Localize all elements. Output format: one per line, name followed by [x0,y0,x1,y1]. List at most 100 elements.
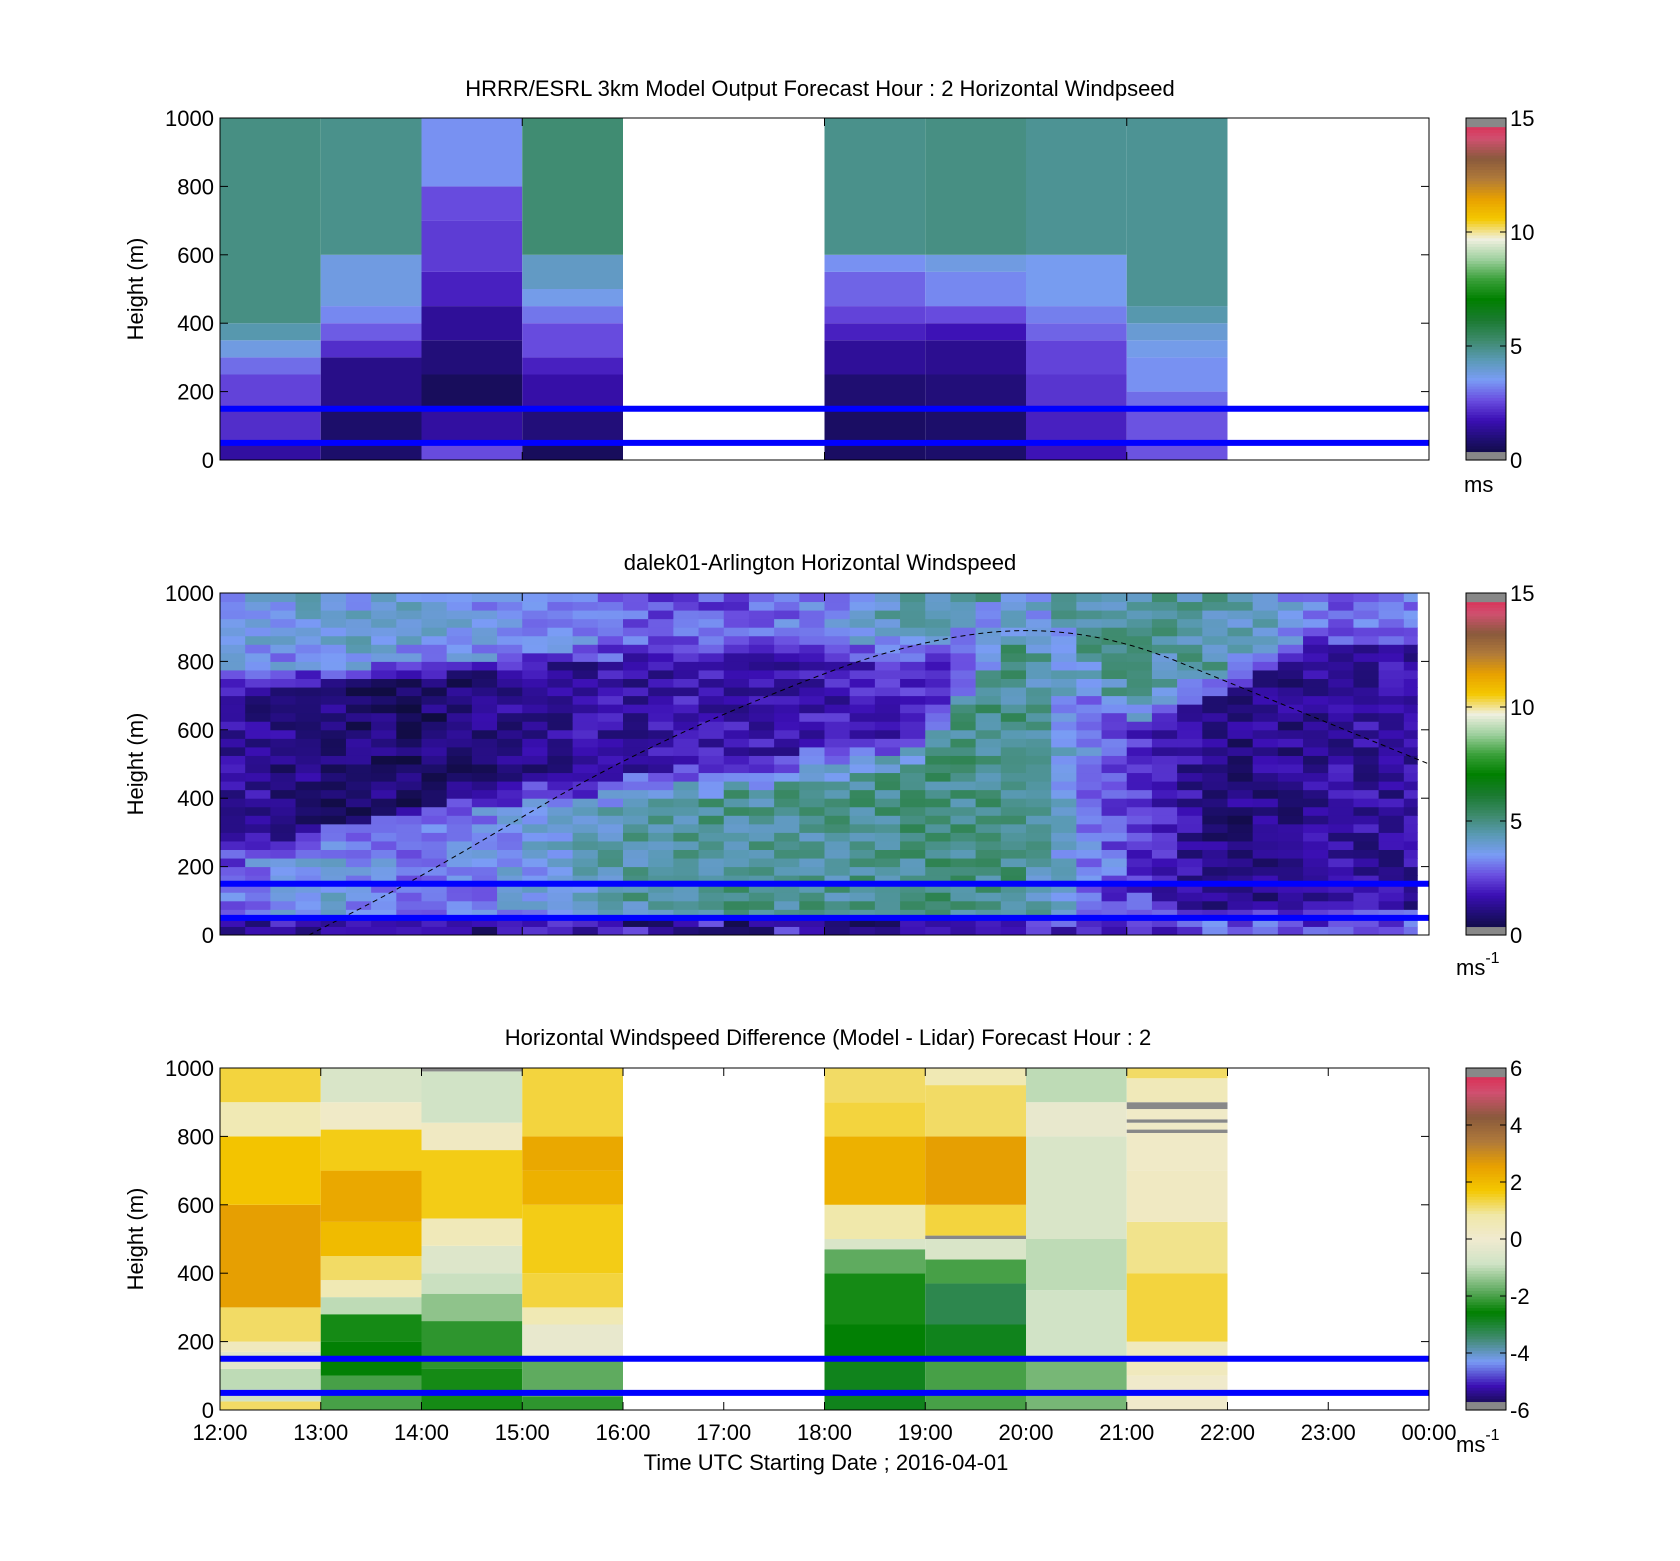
heatmap-cell [572,695,599,705]
colorbar-segment [1466,809,1506,814]
heatmap-cell [371,815,397,825]
heatmap-cell [774,909,800,919]
heatmap-cell [1227,858,1254,868]
heatmap-cell [1076,823,1103,833]
colorbar-segment [1466,246,1506,250]
heatmap-cell [1026,806,1052,816]
heatmap-cell [421,721,448,731]
colorbar-segment [1466,832,1506,836]
heatmap-cell [950,823,977,833]
heatmap-cell [1202,892,1228,902]
heatmap-cell [975,635,1002,645]
heatmap-cell [1000,610,1027,620]
heatmap-cell [975,823,1002,833]
heatmap-cell [345,627,372,637]
heatmap-cell [774,652,800,662]
heatmap-cell [1403,610,1418,620]
heatmap-cell [1303,900,1329,910]
heatmap-cell [723,926,750,935]
heatmap-cell [522,823,548,833]
heatmap-cell [446,926,473,935]
heatmap-cell [698,917,725,927]
heatmap-cell [1051,883,1077,893]
heatmap-cell [1126,823,1153,833]
colorbar-segment [1466,895,1506,899]
heatmap-cell [1026,1290,1127,1359]
heatmap-cell [774,840,800,850]
colorbar-segment [1466,1156,1506,1160]
colorbar-segment [1466,240,1506,244]
heatmap-cell [950,618,977,628]
heatmap-cell [421,712,448,722]
heatmap-cell [849,695,876,705]
heatmap-cell [1303,695,1329,705]
heatmap-cell [1252,789,1279,799]
heatmap-cell [748,858,775,868]
heatmap-cell [446,601,473,611]
heatmap-cell [220,721,246,731]
colorbar-segment [1466,1278,1506,1283]
heatmap-cell [748,627,775,637]
heatmap-cell [900,798,926,808]
heatmap-cell [1328,781,1354,791]
heatmap-cell [1403,900,1418,910]
colorbar-segment [1466,855,1506,859]
heatmap-cell [774,917,800,927]
heatmap-cell [1126,695,1153,705]
heatmap-cell [1026,323,1127,341]
y-tick-label: 800 [177,174,214,199]
heatmap-cell [1303,781,1329,791]
colorbar-segment [1466,283,1506,287]
heatmap-cell [1378,593,1405,603]
heatmap-cell [748,815,775,825]
colorbar-segment [1466,377,1506,381]
heatmap-cell [1026,849,1052,859]
heatmap-cell [345,926,372,935]
heatmap-cell [421,883,448,893]
colorbar-segment [1466,1147,1506,1152]
heatmap-cell [799,652,825,662]
heatmap-cell [748,798,775,808]
heatmap-cell [723,669,750,679]
heatmap-cell [824,764,851,774]
heatmap-cell [1202,798,1228,808]
heatmap-cell [245,618,271,628]
heatmap-cell [824,661,851,671]
colorbar-segment [1466,303,1506,307]
heatmap-cell [446,618,473,628]
heatmap-cell [1051,840,1077,850]
heatmap-cell [345,781,372,791]
heatmap-cell [320,746,347,756]
heatmap-cell [547,883,574,893]
heatmap-cell [1026,738,1052,748]
heatmap-cell [874,755,901,765]
heatmap-cell [320,909,347,919]
colorbar-segment [1466,863,1506,868]
heatmap-cell [547,661,574,671]
heatmap-cell [497,815,523,825]
heatmap-cell [748,755,775,765]
heatmap-cell [396,789,422,799]
heatmap-cell [975,678,1002,688]
heatmap-cell [597,892,624,902]
colorbar-segment [1466,385,1506,390]
colorbar-segment [1466,1361,1506,1365]
heatmap-cell [1403,644,1418,654]
colorbar-segment [1466,320,1506,324]
heatmap-cell [874,883,901,893]
heatmap-cell [623,798,649,808]
heatmap-cell [824,271,926,307]
heatmap-cell [270,755,297,765]
model-panel-title: HRRR/ESRL 3km Model Output Forecast Hour… [465,76,1175,101]
heatmap-cell [572,593,599,603]
heatmap-cell [270,823,297,833]
heatmap-cell [270,712,297,722]
heatmap-cell [673,652,700,662]
heatmap-cell [371,601,397,611]
heatmap-cell [723,764,750,774]
heatmap-cell [597,875,624,885]
heatmap-cell [1303,823,1329,833]
colorbar-segment [1466,929,1506,933]
heatmap-cell [446,909,473,919]
heatmap-cell [623,644,649,654]
